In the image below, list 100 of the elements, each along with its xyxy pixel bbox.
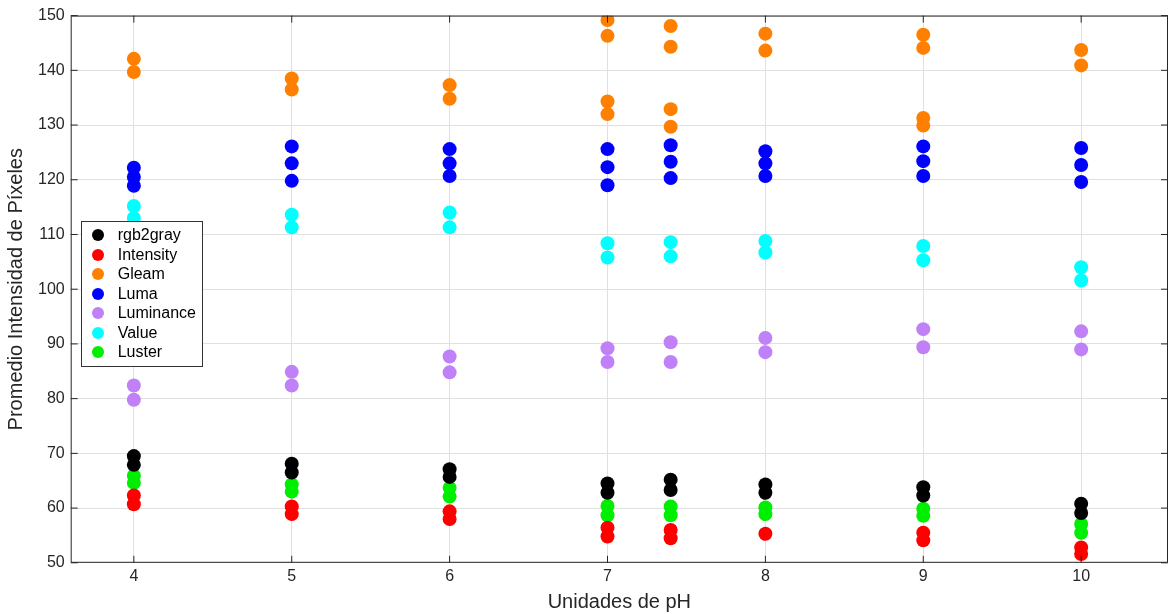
point xyxy=(663,19,678,33)
point xyxy=(1074,141,1089,156)
point xyxy=(284,220,299,235)
point xyxy=(284,378,299,393)
point xyxy=(1074,324,1089,339)
y-tick-label: 90 xyxy=(46,334,65,352)
point xyxy=(916,238,931,253)
point xyxy=(758,168,773,183)
point xyxy=(442,156,457,171)
point xyxy=(663,138,678,153)
point xyxy=(600,250,615,265)
y-tick-label: 140 xyxy=(37,60,65,78)
point xyxy=(663,171,678,186)
point xyxy=(758,43,773,58)
point xyxy=(663,483,678,498)
point xyxy=(284,364,299,379)
legend-label: Intensity xyxy=(117,245,178,264)
legend-label: Value xyxy=(117,323,158,342)
point xyxy=(916,139,931,154)
point xyxy=(916,340,931,355)
point xyxy=(442,365,457,380)
x-axis-title: Unidades de pH xyxy=(547,589,692,612)
point xyxy=(758,234,773,249)
point xyxy=(126,51,141,66)
x-tick-label: 10 xyxy=(1072,566,1091,584)
x-tick-label: 9 xyxy=(918,566,928,584)
point xyxy=(600,341,615,356)
point xyxy=(126,378,141,393)
y-tick-label: 60 xyxy=(46,498,65,516)
point xyxy=(442,142,457,157)
point xyxy=(758,245,773,260)
point xyxy=(1074,157,1089,172)
x-tick-label: 5 xyxy=(287,566,297,584)
point xyxy=(758,330,773,345)
point xyxy=(663,531,678,546)
point xyxy=(916,27,931,42)
y-tick-label: 100 xyxy=(37,279,65,297)
y-tick-label: 80 xyxy=(46,389,65,407)
point xyxy=(442,349,457,364)
point xyxy=(600,94,615,109)
point xyxy=(663,235,678,250)
y-tick-label: 120 xyxy=(37,170,65,188)
y-tick-label: 130 xyxy=(37,115,65,133)
point xyxy=(758,144,773,159)
legend-label: Luminance xyxy=(117,304,196,323)
point xyxy=(600,28,615,43)
point xyxy=(758,156,773,171)
point xyxy=(126,64,141,79)
legend-label: Luster xyxy=(117,343,163,362)
point xyxy=(126,199,141,214)
point xyxy=(284,82,299,97)
point xyxy=(663,249,678,264)
point xyxy=(1074,58,1089,73)
point xyxy=(284,139,299,154)
legend-label: Gleam xyxy=(117,265,165,284)
point xyxy=(916,253,931,268)
point xyxy=(758,26,773,41)
point xyxy=(916,154,931,169)
point xyxy=(442,220,457,235)
x-tick-label: 4 xyxy=(129,566,139,584)
y-tick-label: 70 xyxy=(46,443,65,461)
point xyxy=(600,160,615,175)
x-tick-label: 6 xyxy=(445,566,455,584)
point xyxy=(442,168,457,183)
point xyxy=(663,119,678,134)
legend-label: Luma xyxy=(117,284,158,303)
point xyxy=(916,322,931,337)
point xyxy=(663,102,678,117)
point xyxy=(442,205,457,220)
point xyxy=(442,78,457,93)
point xyxy=(1074,342,1089,357)
point xyxy=(663,154,678,169)
point xyxy=(1074,260,1089,275)
point xyxy=(663,508,678,523)
point xyxy=(284,465,299,480)
point xyxy=(126,497,141,512)
point xyxy=(1074,273,1089,288)
y-tick-label: 150 xyxy=(37,6,65,24)
y-axis-title: Promedio Intensidad de Píxeles xyxy=(3,148,26,431)
x-tick-label: 7 xyxy=(603,566,613,584)
point xyxy=(600,142,615,157)
point xyxy=(663,354,678,369)
point xyxy=(600,178,615,193)
point xyxy=(284,156,299,171)
point xyxy=(916,168,931,183)
point xyxy=(916,40,931,55)
point xyxy=(1074,506,1089,521)
point xyxy=(1074,174,1089,189)
point xyxy=(600,107,615,122)
point xyxy=(663,39,678,54)
point xyxy=(758,526,773,541)
point xyxy=(600,354,615,369)
x-tick-label: 8 xyxy=(760,566,770,584)
point xyxy=(126,392,141,407)
point xyxy=(1074,43,1089,58)
point xyxy=(600,236,615,251)
point xyxy=(600,508,615,523)
legend-label: rgb2gray xyxy=(117,226,181,245)
point xyxy=(284,207,299,222)
point xyxy=(758,345,773,360)
